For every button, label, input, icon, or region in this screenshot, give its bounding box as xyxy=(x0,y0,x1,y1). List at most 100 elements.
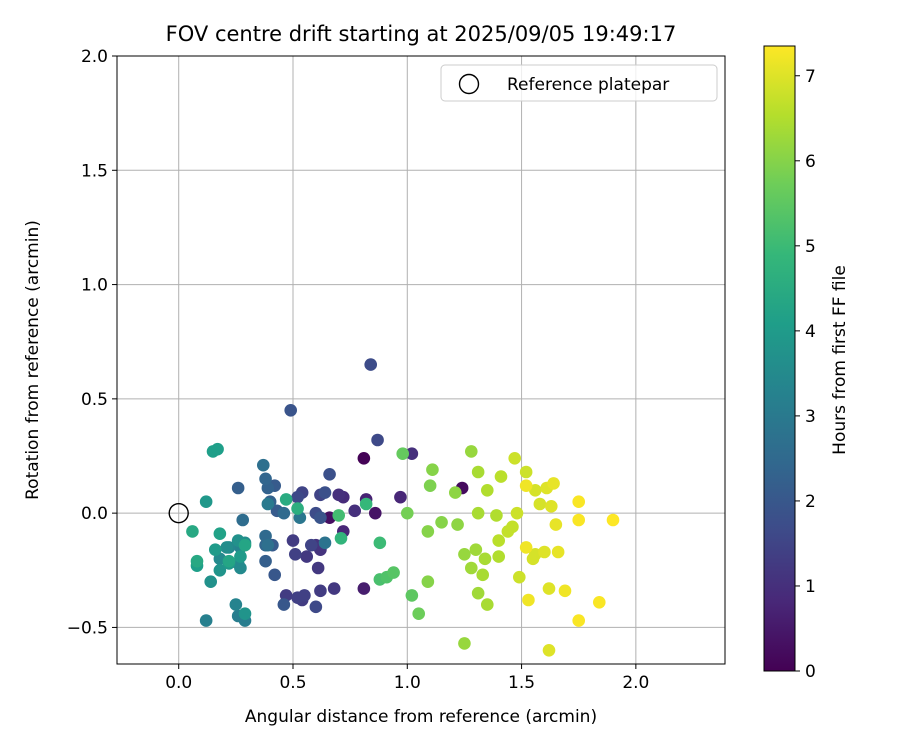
data-point xyxy=(542,582,556,595)
y-tick-label: 0.0 xyxy=(81,504,108,524)
data-point xyxy=(448,486,462,499)
data-point xyxy=(229,598,243,611)
colorbar-tick-label: 0 xyxy=(805,662,816,682)
data-point xyxy=(492,534,506,547)
data-point xyxy=(400,506,414,520)
data-point xyxy=(357,582,371,595)
colorbar-ticks: 0 1 2 3 4 5 6 7 xyxy=(795,67,816,682)
colorbar-label: Hours from first FF file xyxy=(830,265,850,455)
data-point xyxy=(288,547,302,561)
data-point xyxy=(286,534,300,547)
data-point xyxy=(538,545,551,559)
data-point xyxy=(291,490,304,504)
data-point xyxy=(547,477,560,490)
y-axis-label: Rotation from reference (arcmin) xyxy=(23,220,43,500)
data-point xyxy=(220,541,234,554)
data-point xyxy=(359,497,373,511)
data-point xyxy=(464,561,478,575)
data-point xyxy=(318,486,332,499)
data-point xyxy=(284,403,298,417)
data-point xyxy=(334,531,348,545)
data-point xyxy=(471,586,485,600)
data-point xyxy=(435,515,448,529)
colorbar-tick-label: 6 xyxy=(805,152,816,172)
x-axis-label: Angular distance from reference (arcmin) xyxy=(245,707,597,727)
data-point xyxy=(261,538,275,552)
data-point xyxy=(332,488,346,502)
legend-marker xyxy=(458,73,480,95)
x-tick-label: 1.5 xyxy=(508,673,535,693)
data-point xyxy=(238,607,252,621)
data-point xyxy=(311,561,325,575)
data-point xyxy=(277,598,291,611)
colorbar-tick-label: 4 xyxy=(805,322,816,342)
data-point xyxy=(234,550,247,563)
data-point xyxy=(478,552,492,566)
legend-box xyxy=(440,64,718,102)
y-axis-ticks: −0.5 0.0 0.5 1.0 1.5 2.0 xyxy=(67,47,117,638)
data-point xyxy=(323,467,336,481)
data-point xyxy=(426,463,439,477)
x-axis-ticks: 0.0 0.5 1.0 1.5 2.0 xyxy=(165,664,649,693)
reference-point xyxy=(168,502,189,524)
reference-marker xyxy=(168,502,189,524)
data-point xyxy=(492,550,506,563)
data-point xyxy=(318,536,332,550)
data-point xyxy=(572,614,586,627)
data-point xyxy=(300,550,314,563)
data-point xyxy=(373,536,387,550)
data-point xyxy=(348,504,362,518)
data-point xyxy=(519,541,533,554)
data-point xyxy=(199,614,213,627)
data-point xyxy=(606,513,620,527)
data-point xyxy=(277,506,291,520)
data-point xyxy=(268,568,282,582)
colorbar-tick-label: 3 xyxy=(805,407,816,427)
data-point xyxy=(458,637,471,650)
data-point xyxy=(451,518,464,531)
scatter-points xyxy=(186,358,620,657)
data-point xyxy=(480,598,494,611)
data-point xyxy=(412,607,426,621)
data-point xyxy=(327,582,341,595)
data-point xyxy=(368,506,382,520)
data-point xyxy=(544,499,558,513)
data-point xyxy=(314,584,327,598)
colorbar-tick-label: 2 xyxy=(805,492,816,512)
data-point xyxy=(190,554,204,568)
y-tick-label: 1.0 xyxy=(81,276,108,296)
data-point xyxy=(512,570,526,584)
data-point xyxy=(394,490,407,504)
legend-label: Reference platepar xyxy=(507,75,669,95)
data-point xyxy=(222,554,236,568)
data-point xyxy=(423,479,437,493)
data-point xyxy=(259,472,272,486)
data-point xyxy=(542,643,556,657)
data-point xyxy=(238,538,252,552)
data-point xyxy=(480,483,494,497)
colorbar-tick-label: 7 xyxy=(805,67,816,87)
data-point xyxy=(494,470,508,483)
data-point xyxy=(572,513,586,527)
x-tick-label: 1.0 xyxy=(394,673,421,693)
data-point xyxy=(231,481,245,495)
data-point xyxy=(236,513,250,527)
data-point xyxy=(256,458,270,472)
data-point xyxy=(464,445,478,458)
data-point xyxy=(405,447,419,461)
data-point xyxy=(519,479,533,493)
data-point xyxy=(213,563,227,577)
x-tick-label: 2.0 xyxy=(622,673,649,693)
colorbar-tick-label: 1 xyxy=(805,577,816,597)
data-point xyxy=(458,547,471,561)
chart-title: FOV centre drift starting at 2025/09/05 … xyxy=(166,22,677,46)
data-point xyxy=(476,568,490,582)
data-point xyxy=(314,511,327,525)
data-point xyxy=(291,502,304,515)
data-point xyxy=(592,595,606,609)
colorbar xyxy=(763,45,796,672)
y-tick-label: 1.5 xyxy=(81,161,108,181)
data-point xyxy=(533,497,547,511)
data-point xyxy=(471,465,485,479)
